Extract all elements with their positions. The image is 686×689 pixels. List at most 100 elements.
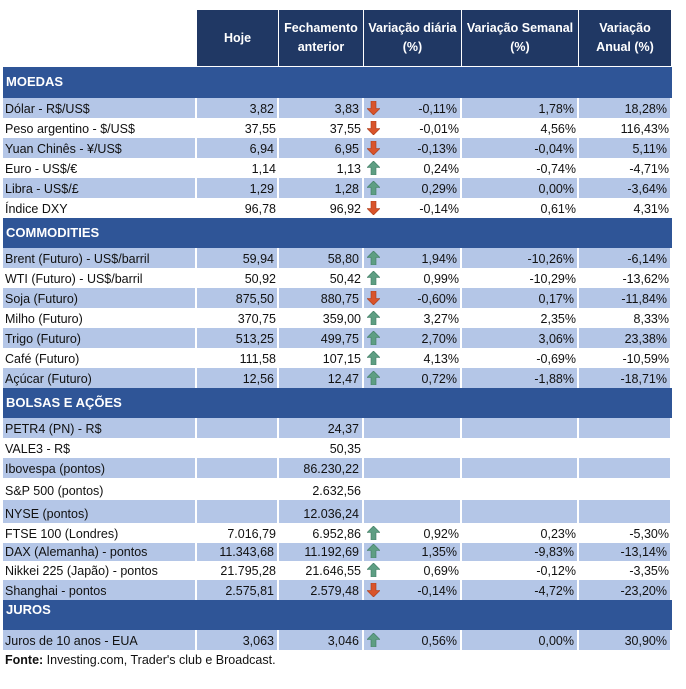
cell-ano-text: 8,33% bbox=[633, 312, 669, 326]
cell-sem-text: 4,56% bbox=[540, 122, 576, 136]
cell-hoje-text: 37,55 bbox=[244, 122, 276, 136]
cell-hoje-text: 21.795,28 bbox=[220, 564, 276, 578]
arrow-up-icon bbox=[366, 270, 381, 286]
cell-hoje-text: 50,92 bbox=[244, 272, 276, 286]
cell-fech-text: 1,28 bbox=[334, 182, 359, 196]
cell-label: Índice DXY bbox=[3, 198, 197, 218]
cell-label-text: Brent (Futuro) - US$/barril bbox=[5, 252, 150, 266]
cell-sem-text: -0,69% bbox=[536, 352, 576, 366]
cell-hoje-text: 96,78 bbox=[244, 202, 276, 216]
cell-fech: 499,75 bbox=[279, 328, 364, 348]
cell-hoje: 1,29 bbox=[197, 178, 279, 198]
cell-hoje: 1,14 bbox=[197, 158, 279, 178]
cell-sem-text: -4,72% bbox=[534, 584, 574, 598]
arrow-up-icon bbox=[366, 632, 381, 648]
cell-fech: 12,47 bbox=[279, 368, 364, 388]
cell-ano-text: -3,35% bbox=[629, 564, 669, 578]
cell-dia bbox=[364, 500, 462, 523]
arrow-up-icon bbox=[366, 543, 381, 559]
cell-dia-text: 1,94% bbox=[421, 252, 457, 266]
cell-ano-text: -13,14% bbox=[620, 545, 667, 559]
cell-hoje bbox=[197, 500, 279, 523]
cell-ano: 8,33% bbox=[579, 308, 672, 328]
cell-fech-text: 12.036,24 bbox=[303, 507, 359, 521]
cell-sem: -10,29% bbox=[462, 268, 579, 288]
cell-sem: 0,61% bbox=[462, 198, 579, 218]
cell-ano: -5,30% bbox=[579, 523, 672, 543]
cell-fech: 6.952,86 bbox=[279, 523, 364, 543]
cell-ano-text: -6,14% bbox=[627, 252, 667, 266]
cell-label: Brent (Futuro) - US$/barril bbox=[3, 248, 197, 268]
cell-fech-text: 359,00 bbox=[322, 312, 361, 326]
cell-ano-text: 116,43% bbox=[620, 122, 669, 136]
cell-dia-text: 0,92% bbox=[423, 527, 459, 541]
cell-dia bbox=[364, 438, 462, 458]
cell-dia: -0,11% bbox=[364, 98, 462, 118]
table-row: Trigo (Futuro) 513,25 499,75 2,70% 3,06% 23,3… bbox=[3, 328, 672, 348]
cell-label-text: S&P 500 (pontos) bbox=[5, 484, 104, 498]
cell-sem: 0,17% bbox=[462, 288, 579, 308]
cell-fech: 11.192,69 bbox=[279, 543, 364, 561]
cell-sem: 2,35% bbox=[462, 308, 579, 328]
cell-sem: 0,00% bbox=[462, 630, 579, 650]
cell-ano: 5,11% bbox=[579, 138, 672, 158]
cell-label-text: Peso argentino - $/US$ bbox=[5, 122, 135, 136]
table-row: Brent (Futuro) - US$/barril 59,94 58,80 1,9… bbox=[3, 248, 672, 268]
cell-hoje: 2.575,81 bbox=[197, 580, 279, 600]
cell-dia-text: -0,01% bbox=[419, 122, 459, 136]
cell-dia-text: 0,29% bbox=[421, 182, 457, 196]
cell-label-text: NYSE (pontos) bbox=[5, 507, 89, 521]
cell-label: Dólar - R$/US$ bbox=[3, 98, 197, 118]
cell-hoje-text: 1,14 bbox=[251, 162, 276, 176]
cell-fech-text: 24,37 bbox=[327, 422, 359, 436]
arrow-up-icon bbox=[366, 250, 381, 266]
source-label: Fonte: bbox=[5, 653, 44, 667]
cell-fech-text: 107,15 bbox=[322, 352, 361, 366]
arrow-down-icon bbox=[366, 582, 381, 598]
cell-label-text: Juros de 10 anos - EUA bbox=[5, 634, 138, 648]
cell-hoje bbox=[197, 438, 279, 458]
cell-dia-text: -0,14% bbox=[419, 202, 459, 216]
cell-fech-text: 2.632,56 bbox=[312, 484, 361, 498]
cell-dia-text: -0,14% bbox=[417, 584, 457, 598]
arrow-down-icon bbox=[366, 120, 381, 136]
cell-sem-text: -0,12% bbox=[536, 564, 576, 578]
arrow-up-icon bbox=[366, 525, 381, 541]
cell-label-text: Libra - US$/£ bbox=[5, 182, 79, 196]
cell-sem-text: 3,06% bbox=[538, 332, 574, 346]
cell-fech-text: 50,35 bbox=[329, 442, 361, 456]
cell-dia: 0,69% bbox=[364, 561, 462, 580]
cell-fech: 50,42 bbox=[279, 268, 364, 288]
cell-ano: -11,84% bbox=[579, 288, 672, 308]
arrow-up-icon bbox=[366, 350, 381, 366]
cell-hoje bbox=[197, 418, 279, 438]
cell-fech: 96,92 bbox=[279, 198, 364, 218]
table-row: Soja (Futuro) 875,50 880,75 -0,60% 0,17% -11,… bbox=[3, 288, 672, 308]
table-row: PETR4 (PN) - R$ 24,37 bbox=[3, 418, 672, 438]
cell-fech-text: 499,75 bbox=[320, 332, 359, 346]
table-row: Peso argentino - $/US$ 37,55 37,55 -0,01% 4,… bbox=[3, 118, 672, 138]
cell-fech-text: 1,13 bbox=[336, 162, 361, 176]
cell-ano: -18,71% bbox=[579, 368, 672, 388]
section-header: COMMODITIES bbox=[3, 218, 672, 248]
cell-dia-text: 0,99% bbox=[423, 272, 459, 286]
cell-ano: -3,35% bbox=[579, 561, 672, 580]
cell-dia: 4,13% bbox=[364, 348, 462, 368]
arrow-down-icon bbox=[366, 290, 381, 306]
cell-hoje-text: 11.343,68 bbox=[219, 545, 274, 559]
cell-ano-text: -11,84% bbox=[621, 292, 667, 306]
table-row: Yuan Chinês - ¥/US$ 6,94 6,95 -0,13% -0,04% 5… bbox=[3, 138, 672, 158]
cell-fech: 58,80 bbox=[279, 248, 364, 268]
cell-ano-text: 23,38% bbox=[624, 332, 667, 346]
arrow-down-icon bbox=[366, 100, 381, 116]
cell-ano-text: -18,71% bbox=[620, 372, 667, 386]
cell-dia-text: 0,69% bbox=[423, 564, 459, 578]
cell-sem bbox=[462, 478, 579, 500]
cell-sem-text: -9,83% bbox=[534, 545, 574, 559]
cell-sem-text: -1,88% bbox=[534, 372, 574, 386]
cell-dia: 1,94% bbox=[364, 248, 462, 268]
cell-sem bbox=[462, 418, 579, 438]
cell-label: Juros de 10 anos - EUA bbox=[3, 630, 197, 650]
cell-hoje: 513,25 bbox=[197, 328, 279, 348]
cell-sem: -0,69% bbox=[462, 348, 579, 368]
